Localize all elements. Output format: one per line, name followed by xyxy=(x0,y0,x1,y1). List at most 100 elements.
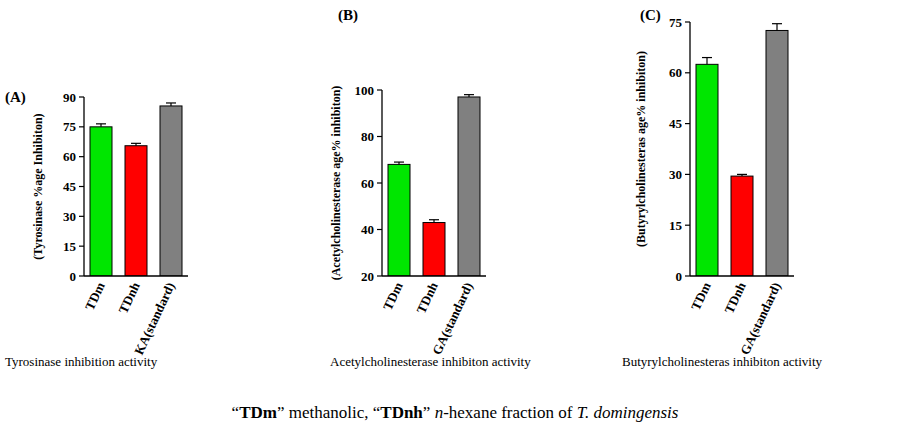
bars xyxy=(388,95,480,276)
x-tick-label: TDnh xyxy=(115,279,143,316)
bar xyxy=(696,64,718,276)
y-tick xyxy=(377,275,382,276)
y-tick-label: 45 xyxy=(63,179,77,194)
error-bar xyxy=(772,24,782,31)
bar xyxy=(766,30,788,276)
caption-part: “ xyxy=(232,403,240,422)
y-tick xyxy=(79,126,84,127)
caption-part: ” methanolic, “ xyxy=(277,403,380,422)
figure: (A) (Tyrosinase %age Inhibiton) Tyrosinase… xyxy=(0,0,910,438)
y-tick-label: 100 xyxy=(355,83,375,98)
y-tick xyxy=(377,89,382,90)
y-tick-label: 60 xyxy=(669,65,682,80)
error-cap xyxy=(96,123,106,124)
x-tick-label: TDm xyxy=(380,280,406,313)
error-cap xyxy=(772,23,782,24)
panel: (A) (Tyrosinase %age Inhibiton) Tyrosinase… xyxy=(5,89,188,369)
error-bar xyxy=(737,174,747,176)
x-axis-label: Acetylcholinesterase inhibiton activity xyxy=(330,354,531,369)
y-tick-label: 30 xyxy=(63,209,76,224)
y-tick-label: 40 xyxy=(361,222,374,237)
y-tick xyxy=(79,96,84,97)
error-cap xyxy=(166,102,176,103)
error-bar xyxy=(166,103,176,106)
y-tick xyxy=(79,246,84,247)
error-bar xyxy=(394,162,404,164)
y-axis-label: (Tyrosinase %age Inhibiton) xyxy=(31,113,45,259)
caption-part: TDm xyxy=(239,403,277,422)
x-tick-label: TDm xyxy=(688,280,714,313)
error-cap xyxy=(737,174,747,175)
x-axis xyxy=(690,275,794,276)
panel-label: (B) xyxy=(338,7,358,24)
x-axis-label: Butyrylcholinesteras inhibiton activity xyxy=(622,354,823,369)
error-bar xyxy=(702,58,712,65)
y-tick-label: 60 xyxy=(63,149,76,164)
x-tick-label: TDnh xyxy=(413,279,441,316)
panel: (B) (Acetylcholinesterase age% inhibiton)… xyxy=(329,7,531,369)
y-tick-label: 75 xyxy=(63,119,77,134)
bar xyxy=(731,176,753,276)
y-tick xyxy=(79,216,84,217)
y-tick-label: 20 xyxy=(361,269,374,284)
panel-label: (C) xyxy=(640,7,661,24)
caption-part: TDnh xyxy=(380,403,423,422)
y-tick xyxy=(79,156,84,157)
y-tick xyxy=(685,225,690,226)
y-tick-label: 90 xyxy=(63,90,76,105)
caption-part: ” xyxy=(423,403,435,422)
bar xyxy=(90,127,112,276)
error-stem xyxy=(706,58,707,65)
x-axis xyxy=(84,275,188,276)
x-tick-label: GA(standard) xyxy=(429,280,476,357)
y-axis-label: (Butyrylcholinesteras age% inhibiton) xyxy=(634,51,648,247)
y-tick xyxy=(79,186,84,187)
y-tick xyxy=(377,229,382,230)
y-tick xyxy=(685,72,690,73)
y-tick-label: 80 xyxy=(361,129,374,144)
y-tick xyxy=(685,123,690,124)
bars xyxy=(90,103,182,276)
y-tick xyxy=(685,21,690,22)
y-tick-label: 15 xyxy=(63,239,77,254)
panel: (C) (Butyrylcholinesteras age% inhibiton)… xyxy=(622,7,823,369)
bars xyxy=(696,24,788,276)
y-axis xyxy=(689,22,690,276)
y-tick xyxy=(79,275,84,276)
bar xyxy=(388,164,410,276)
x-axis xyxy=(382,275,486,276)
y-axis-label: (Acetylcholinesterase age% inhibiton) xyxy=(329,86,343,281)
y-tick-label: 45 xyxy=(669,116,683,131)
caption-part: -hexane fraction of xyxy=(443,403,577,422)
bar xyxy=(125,146,147,276)
y-tick-label: 75 xyxy=(669,15,683,30)
x-axis-label: Tyrosinase inhibition activity xyxy=(5,354,158,369)
error-cap xyxy=(394,161,404,162)
y-tick-label: 0 xyxy=(70,269,77,284)
error-cap xyxy=(429,219,439,220)
error-bar xyxy=(131,143,141,145)
error-bar xyxy=(464,95,474,97)
panel-label: (A) xyxy=(5,89,26,106)
x-tick-label: TDnh xyxy=(721,279,749,316)
bar xyxy=(458,97,480,276)
y-tick-label: 15 xyxy=(669,218,683,233)
x-tick-label: GA(standard) xyxy=(737,280,784,357)
x-tick-label: TDm xyxy=(82,280,108,313)
error-cap xyxy=(131,143,141,144)
y-tick xyxy=(685,275,690,276)
y-tick-label: 60 xyxy=(361,176,374,191)
bar xyxy=(160,106,182,276)
y-tick xyxy=(377,136,382,137)
error-bar xyxy=(429,220,439,223)
y-tick-label: 0 xyxy=(676,269,683,284)
caption-part: T. domingensis xyxy=(577,403,679,422)
error-stem xyxy=(776,24,777,31)
y-tick xyxy=(377,182,382,183)
error-cap xyxy=(702,57,712,58)
y-tick xyxy=(685,174,690,175)
error-bar xyxy=(96,124,106,127)
x-tick-label: KA(standard) xyxy=(131,280,178,357)
caption-part: n xyxy=(435,403,444,422)
y-tick-label: 30 xyxy=(669,167,682,182)
